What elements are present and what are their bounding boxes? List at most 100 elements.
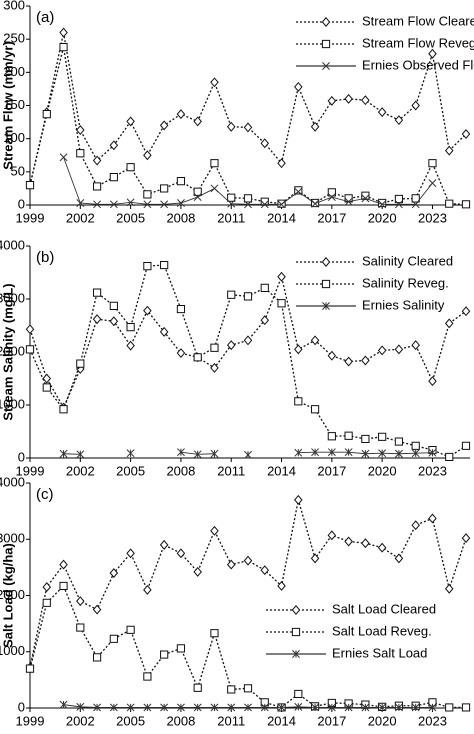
data-point [394, 194, 404, 204]
data-point [76, 359, 85, 368]
data-point [143, 200, 152, 209]
data-point [244, 450, 252, 459]
data-point [143, 703, 152, 712]
x-tick-label: 1999 [16, 463, 45, 478]
series-line [29, 499, 467, 668]
data-point [126, 703, 135, 712]
data-point [59, 559, 68, 570]
data-point [176, 644, 186, 653]
data-point [428, 698, 437, 707]
data-point [143, 262, 152, 271]
legend-marker [321, 17, 331, 27]
data-point [160, 650, 169, 659]
data-point [461, 703, 471, 712]
data-point [227, 703, 236, 712]
data-point [210, 184, 219, 193]
data-point [159, 120, 169, 131]
x-tick-label: 2017 [317, 210, 346, 225]
data-point [226, 121, 236, 132]
data-point [394, 115, 404, 126]
data-point [25, 324, 35, 335]
y-tick-label: 2000 [0, 587, 25, 602]
data-point [193, 353, 202, 362]
data-point [59, 405, 68, 414]
data-point [227, 290, 236, 299]
x-tick-label: 2014 [267, 713, 296, 728]
data-point [160, 200, 169, 209]
data-point [210, 362, 219, 373]
data-point [344, 536, 353, 547]
data-point [260, 138, 270, 149]
data-point [428, 376, 437, 387]
y-tick-label: 0 [18, 196, 25, 211]
data-point [193, 193, 202, 201]
data-point [176, 109, 186, 120]
data-point [126, 198, 135, 207]
data-point [126, 163, 135, 172]
data-point [76, 450, 85, 459]
data-point [310, 553, 320, 564]
y-tick-label: 50 [11, 163, 25, 178]
data-point [260, 283, 269, 292]
data-point [243, 194, 253, 203]
y-tick-label: 200 [3, 64, 25, 79]
legend-marker [322, 62, 330, 70]
data-point [445, 199, 454, 208]
x-tick-label: 2008 [166, 713, 195, 728]
data-point [176, 448, 185, 457]
data-point [277, 299, 286, 308]
x-tick-label: 2005 [116, 210, 145, 225]
data-point [210, 703, 219, 712]
data-point [277, 271, 286, 282]
data-point [25, 664, 35, 673]
data-point [378, 198, 387, 208]
data-point [428, 703, 437, 712]
legend-label: Salt Load Cleared [332, 601, 436, 616]
x-tick-label: 2023 [418, 713, 447, 728]
data-point [310, 121, 320, 132]
data-point [59, 43, 68, 52]
data-point [210, 525, 219, 536]
data-point [42, 383, 51, 392]
data-point [344, 356, 353, 367]
data-point [126, 340, 135, 351]
data-point [344, 703, 353, 712]
x-tick-label: 1999 [16, 210, 45, 225]
data-point [42, 582, 52, 593]
x-tick-label: 2011 [217, 713, 245, 728]
y-tick-label: 3000 [0, 290, 25, 305]
data-point [92, 604, 102, 615]
data-point [377, 542, 387, 553]
data-point [294, 702, 303, 711]
data-point [126, 548, 135, 559]
data-point [277, 200, 286, 209]
data-point [311, 448, 320, 457]
data-point [143, 305, 152, 316]
data-point [109, 703, 118, 712]
data-point [92, 314, 102, 325]
x-tick-label: 2011 [217, 210, 245, 225]
data-point [109, 140, 119, 151]
data-point [193, 703, 202, 712]
data-point [394, 344, 404, 355]
data-point [59, 27, 68, 38]
data-point [260, 197, 269, 206]
data-point [92, 182, 102, 191]
data-point [294, 81, 303, 92]
data-point [226, 559, 236, 570]
data-point [260, 565, 270, 576]
x-tick-label: 2014 [267, 463, 296, 478]
data-point [378, 449, 387, 458]
data-point [193, 683, 202, 692]
legend-label: Ernies Salt Load [332, 645, 427, 660]
data-point [25, 181, 35, 190]
legend-marker [322, 302, 330, 310]
data-point [227, 685, 236, 694]
panel-label: (a) [36, 9, 54, 26]
data-point [59, 153, 68, 162]
x-tick-label: 2002 [66, 210, 95, 225]
x-tick-label: 2017 [317, 713, 346, 728]
data-point [92, 653, 102, 662]
data-point [244, 703, 252, 712]
data-point [361, 434, 370, 444]
